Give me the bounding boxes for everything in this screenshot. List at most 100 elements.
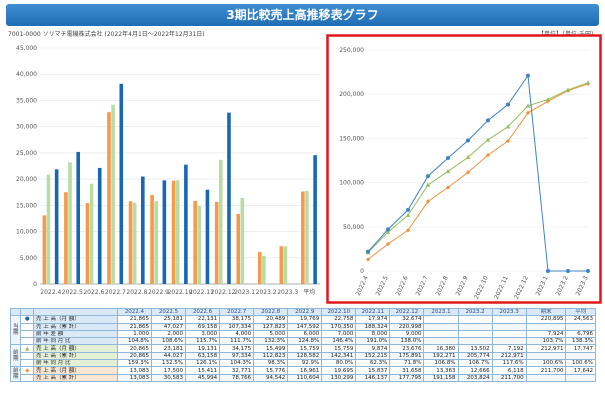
monthly-bar-chart: 0 5,000 10,000 15,000 20,000 25,000 30,000 35,0…: [16, 45, 320, 296]
table-cell: 188,324: [355, 322, 391, 331]
column-header: 2022.11: [355, 307, 391, 317]
line-point-前期: [505, 124, 511, 129]
table-cell: [491, 329, 527, 339]
title-banner: 3期比較売上高推移表グラフ: [6, 4, 599, 26]
line-series-前々期: [367, 83, 589, 260]
table-cell: [423, 322, 459, 331]
line-y-tick: 100,000: [339, 180, 364, 187]
table-cell: [525, 322, 567, 331]
table-cell: 13,363: [423, 366, 459, 375]
company-info: 7001-0000 ソリマチ電機株式会社 (2022年4月1日〜2022年12月…: [8, 31, 205, 38]
table-cell: 9,874: [355, 344, 391, 353]
column-header: [9, 307, 22, 317]
line-y-tick: 250,000: [339, 47, 364, 54]
line-y-tick: 150,000: [339, 135, 364, 142]
row-label: 売 上 高（月 額）: [33, 344, 118, 353]
table-cell: [565, 373, 596, 382]
bar-前々期-2023.3: [279, 246, 284, 284]
bar-前々期-2022.12: [214, 201, 219, 284]
series-marker-icon: ◆: [20, 366, 35, 375]
bar-当期-2022.10: [184, 164, 188, 284]
table-cell: 80.0%: [321, 359, 357, 368]
table-cell: 92.9%: [287, 359, 323, 368]
table-cell: 146,137: [355, 373, 391, 382]
cumulative-line-chart[interactable]: 050,000100,000150,000200,000250,0002022.…: [326, 34, 602, 304]
table-cell: 15,759: [287, 344, 323, 353]
column-header: [20, 307, 35, 317]
table-cell: 1,000: [116, 329, 152, 339]
series-marker-icon: ▲: [20, 344, 35, 353]
table-cell: [457, 337, 493, 346]
row-label: 売 上 高（月 額）: [33, 366, 118, 375]
bar-前期-2022.9: [154, 201, 158, 284]
table-cell: 104.3%: [219, 359, 255, 368]
table-cell: 8,000: [355, 329, 391, 339]
table-cell: 175,891: [389, 351, 425, 361]
table-cell: 25,181: [150, 315, 187, 324]
bar-y-tick: 35,000: [16, 97, 37, 104]
table-cell: 19,695: [321, 366, 357, 375]
table-cell: 98.3%: [253, 359, 289, 368]
table-cell: [457, 329, 493, 339]
bar-x-tick: 2022.6: [83, 289, 104, 296]
table-cell: 126.1%: [185, 359, 221, 368]
bar-前々期-2022.5: [64, 192, 68, 284]
bar-x-tick: 2022.8: [126, 289, 147, 296]
table-cell: 22,758: [321, 315, 357, 324]
table-cell: 146.4%: [321, 337, 357, 346]
bar-前期-2022.7: [111, 104, 115, 284]
table-cell: 47,027: [150, 322, 187, 331]
line-point-前々期: [466, 170, 470, 175]
bar-前期-2023.1: [240, 198, 245, 284]
line-point-前々期: [446, 185, 450, 190]
table-cell: [565, 322, 596, 331]
line-y-tick: 200,000: [339, 91, 364, 98]
table-row: 売 上 高（累 計） 20,865 44,027 63,158 97,334 112,82…: [11, 351, 596, 361]
table-cell: 21,865: [116, 315, 152, 324]
table-cell: 110,604: [287, 373, 323, 382]
bar-前々期-2022.8: [128, 201, 133, 284]
table-cell: 17,747: [565, 344, 596, 353]
bar-前期-2023.3: [283, 246, 288, 284]
column-header: 2022.8: [253, 307, 289, 317]
table-row: 売 上 高（累 計） 13,083 30,583 45,994 78,766 94,542…: [11, 373, 596, 382]
bar-x-tick: 2022.10: [168, 289, 193, 296]
table-cell: 6,796: [565, 329, 596, 339]
bar-y-tick: 45,000: [16, 45, 37, 52]
bar-当期-2022.4: [54, 169, 59, 284]
table-cell: 7,192: [491, 344, 527, 353]
table-cell: 44,027: [150, 351, 187, 361]
table-cell: 45,994: [185, 373, 221, 382]
table-cell: 5,000: [253, 329, 289, 339]
column-header: 2022.7: [219, 307, 255, 317]
table-cell: 16,380: [423, 344, 459, 353]
column-header: [33, 307, 118, 317]
bar-前期-2023.2: [262, 255, 266, 284]
line-point-前期: [565, 87, 571, 92]
table-cell: 159.3%: [116, 359, 152, 368]
table-cell: 191,158: [423, 373, 459, 382]
table-cell: [565, 351, 596, 361]
bar-前期-2022.4: [46, 174, 51, 284]
table-cell: 147,592: [287, 322, 323, 331]
bar-前期-2022.11: [197, 205, 202, 284]
table-cell: 20,489: [253, 315, 289, 324]
line-point-前々期: [406, 228, 410, 233]
column-header: 2023.1: [423, 307, 459, 317]
table-row: 前 年 同 月 比 159.3% 132.5% 126.1% 104.3% 98.3% 92…: [11, 359, 596, 368]
row-label: 売 上 高（累 計）: [33, 322, 118, 331]
table-cell: 15,759: [321, 344, 357, 353]
table-cell: 15,499: [253, 344, 289, 353]
bar-前々期-2022.7: [107, 112, 111, 284]
table-cell: [491, 337, 527, 346]
column-header: 2022.4: [116, 307, 152, 317]
bar-当期-平均: [313, 155, 317, 284]
page-title: 3期比較売上高推移表グラフ: [226, 8, 379, 22]
bar-前々期-2022.4: [42, 215, 47, 284]
bar-x-tick: 2023.1: [234, 289, 255, 296]
table-cell: 192,271: [423, 351, 459, 361]
column-header: 2023.2: [457, 307, 493, 317]
bar-前々期-2023.1: [236, 213, 241, 284]
table-cell: 2,000: [150, 329, 187, 339]
table-cell: 211,700: [525, 366, 567, 375]
